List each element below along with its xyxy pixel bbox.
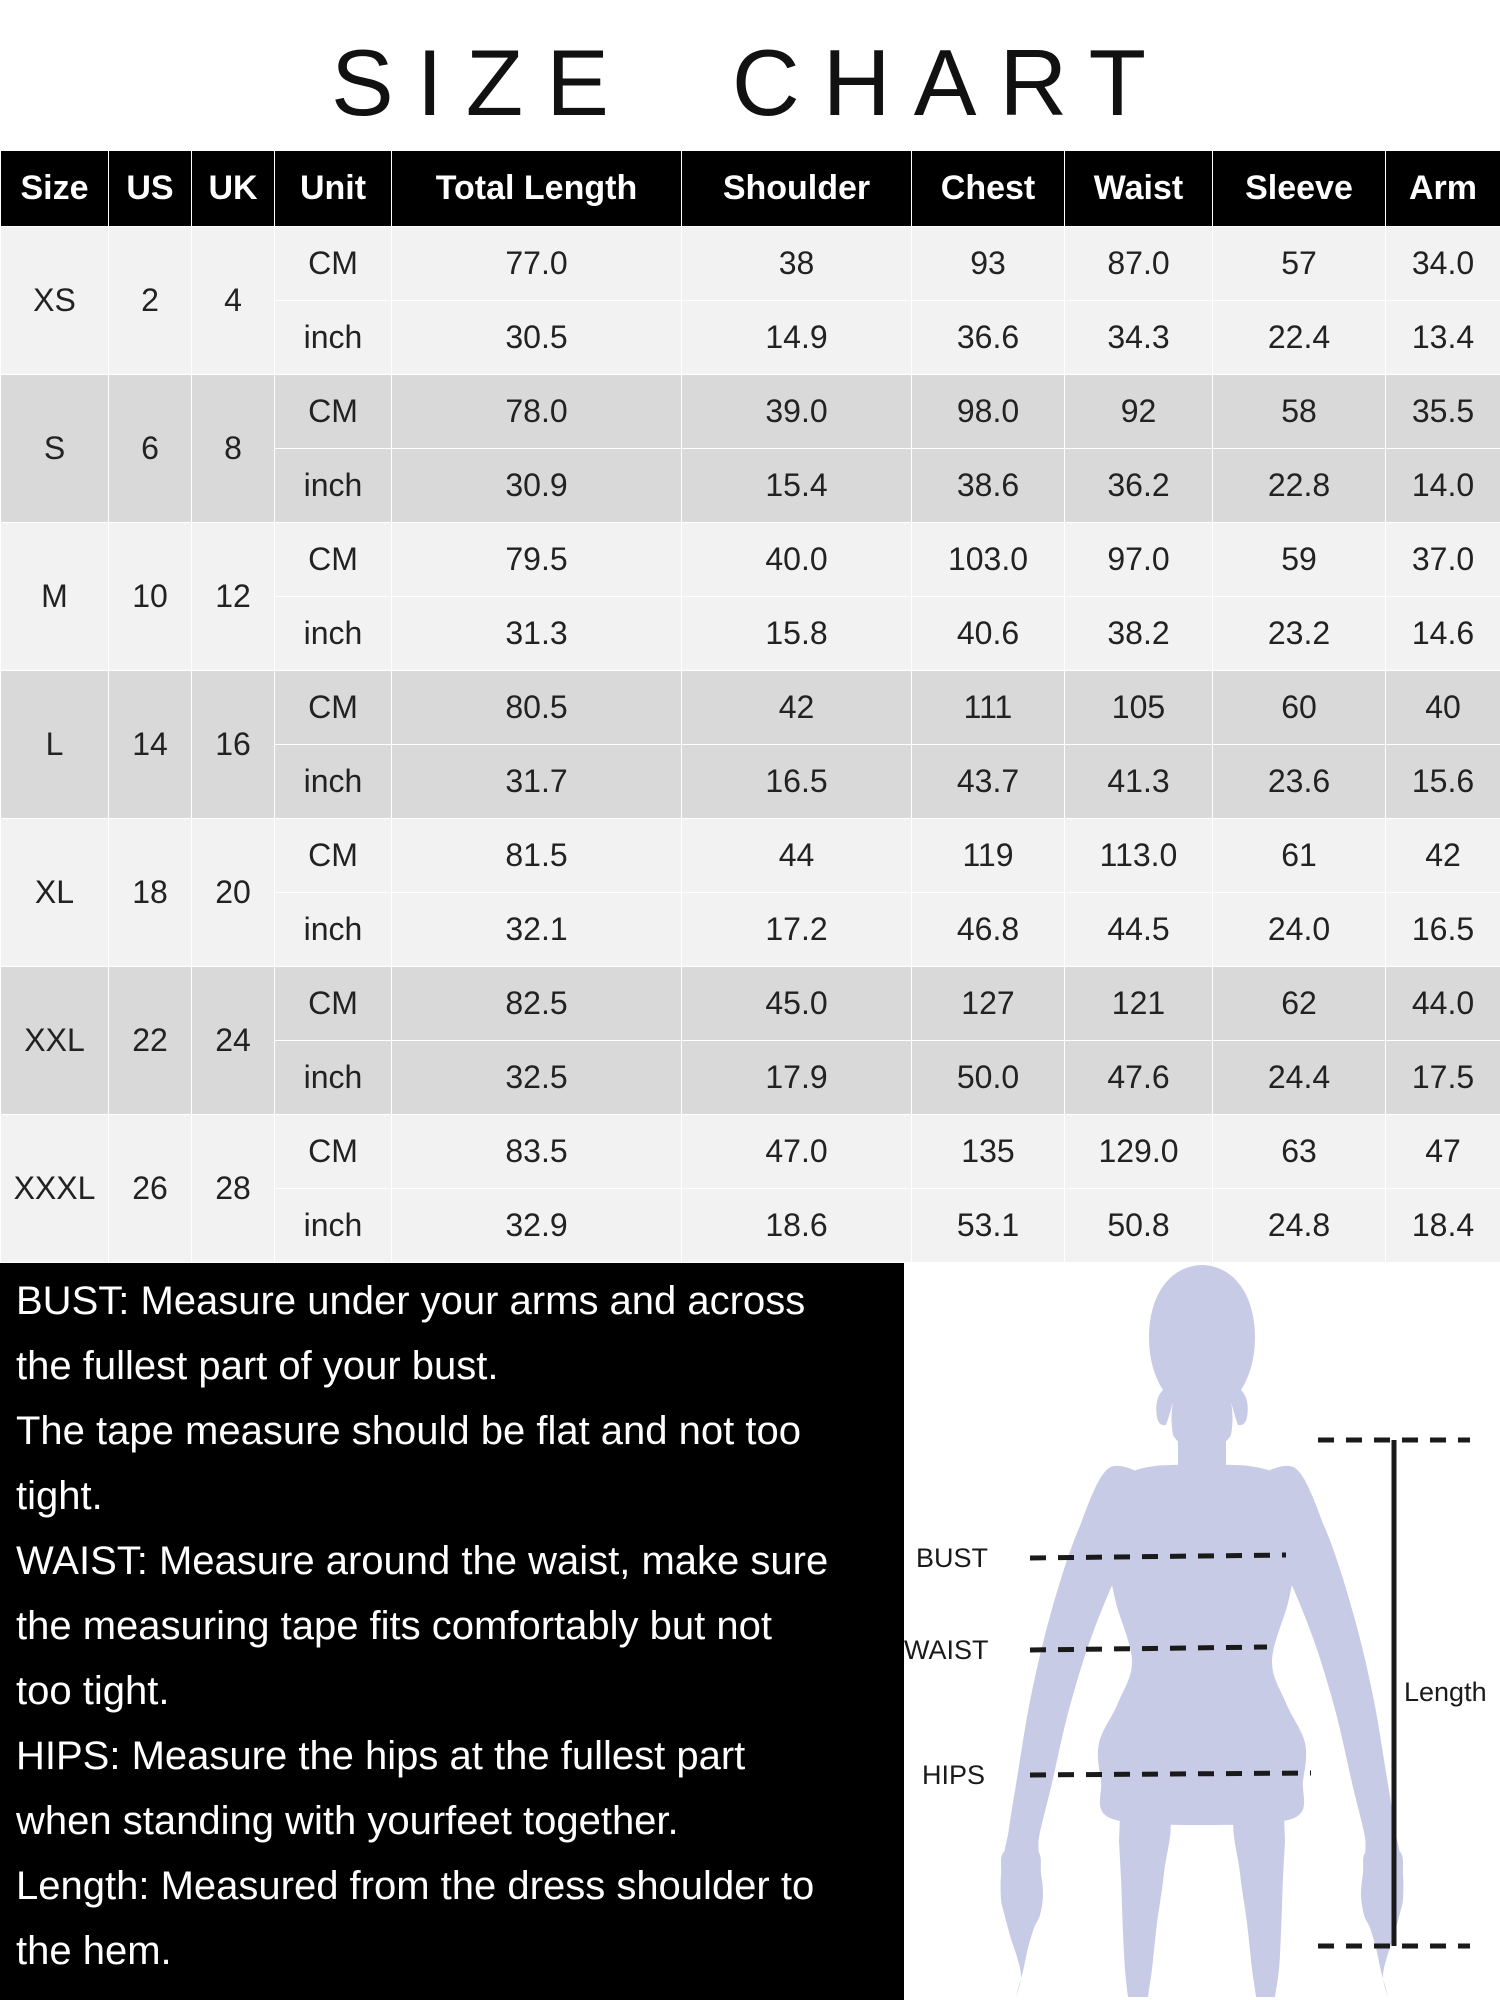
svg-text:BUST: BUST [916,1543,988,1573]
svg-text:Length: Length [1404,1677,1487,1707]
svg-text:WAIST: WAIST [904,1635,989,1665]
svg-text:HIPS: HIPS [922,1760,985,1790]
